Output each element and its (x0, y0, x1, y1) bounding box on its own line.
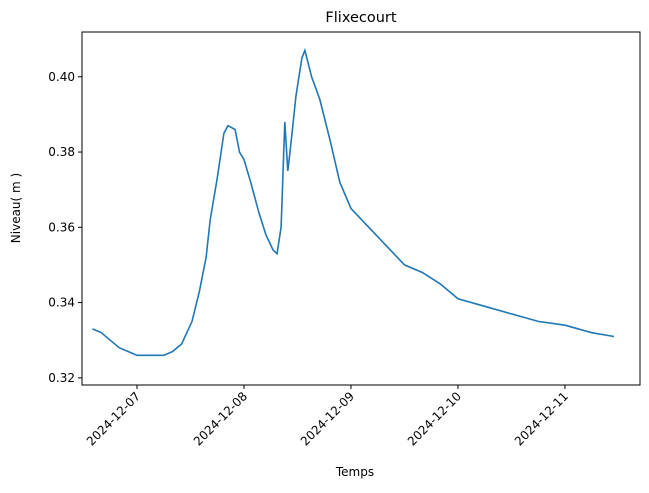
chart-title: Flixecourt (325, 10, 396, 26)
x-tick-label: 2024-12-07 (84, 389, 143, 448)
y-tick-label: 0.40 (48, 70, 75, 84)
y-tick-label: 0.34 (48, 296, 75, 310)
x-tick-label: 2024-12-09 (298, 389, 357, 448)
y-tick-label: 0.38 (48, 145, 75, 159)
x-tick-label: 2024-12-10 (405, 389, 464, 448)
line (92, 47, 615, 357)
y-tick-label: 0.36 (48, 220, 75, 234)
plot-frame (81, 31, 641, 386)
x-tick-label: 2024-12-08 (191, 389, 250, 448)
y-axis-label: Niveau( m ) (9, 173, 23, 243)
x-axis-label: Temps (335, 465, 374, 479)
y-tick-label: 0.32 (48, 371, 75, 385)
x-tick-label: 2024-12-11 (512, 389, 571, 448)
